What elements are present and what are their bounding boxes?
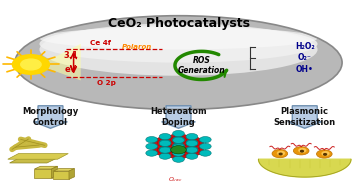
Polygon shape bbox=[258, 159, 351, 177]
Polygon shape bbox=[51, 166, 57, 178]
Text: CeO₂ Photocatalysts: CeO₂ Photocatalysts bbox=[107, 17, 250, 30]
Circle shape bbox=[173, 149, 184, 156]
Circle shape bbox=[186, 140, 198, 146]
Circle shape bbox=[171, 142, 186, 150]
Circle shape bbox=[277, 151, 285, 155]
Circle shape bbox=[159, 153, 171, 159]
Text: H₂O₂: H₂O₂ bbox=[295, 42, 315, 51]
Circle shape bbox=[322, 152, 329, 155]
Text: O₂⁻: O₂⁻ bbox=[298, 53, 312, 62]
Circle shape bbox=[173, 156, 184, 162]
Circle shape bbox=[200, 143, 211, 149]
Circle shape bbox=[173, 136, 184, 143]
Circle shape bbox=[184, 139, 200, 147]
Circle shape bbox=[184, 146, 200, 154]
Ellipse shape bbox=[15, 16, 342, 109]
Circle shape bbox=[173, 130, 184, 137]
Circle shape bbox=[21, 59, 41, 70]
Polygon shape bbox=[35, 166, 57, 169]
Text: 3.1: 3.1 bbox=[63, 51, 78, 60]
FancyArrow shape bbox=[162, 106, 195, 128]
Circle shape bbox=[157, 146, 173, 154]
Circle shape bbox=[146, 136, 157, 143]
FancyArrow shape bbox=[288, 106, 322, 128]
Circle shape bbox=[167, 134, 190, 146]
Polygon shape bbox=[35, 169, 51, 178]
Text: eV: eV bbox=[65, 65, 77, 74]
Text: OH•: OH• bbox=[296, 65, 314, 74]
Text: O 2p: O 2p bbox=[97, 80, 116, 86]
Text: Ce 4f: Ce 4f bbox=[90, 40, 111, 46]
Ellipse shape bbox=[40, 27, 317, 50]
Circle shape bbox=[154, 144, 177, 156]
Circle shape bbox=[180, 137, 203, 149]
Ellipse shape bbox=[40, 25, 317, 63]
Circle shape bbox=[154, 137, 177, 149]
Circle shape bbox=[159, 146, 171, 153]
Polygon shape bbox=[53, 169, 75, 171]
Polygon shape bbox=[47, 44, 81, 81]
Circle shape bbox=[200, 150, 211, 156]
Circle shape bbox=[173, 143, 184, 149]
Text: $O_{vac}$: $O_{vac}$ bbox=[168, 175, 182, 184]
Text: Polaron: Polaron bbox=[122, 44, 152, 50]
Circle shape bbox=[200, 136, 211, 143]
Text: Morphology
Control: Morphology Control bbox=[22, 107, 79, 127]
Circle shape bbox=[186, 140, 198, 146]
Circle shape bbox=[186, 133, 198, 140]
Circle shape bbox=[324, 154, 327, 155]
Polygon shape bbox=[69, 169, 75, 179]
Circle shape bbox=[272, 149, 288, 158]
Text: Heteroatom
Doping: Heteroatom Doping bbox=[150, 107, 207, 127]
Circle shape bbox=[186, 153, 198, 159]
Polygon shape bbox=[8, 154, 68, 159]
Ellipse shape bbox=[40, 23, 317, 76]
Circle shape bbox=[173, 144, 184, 150]
Circle shape bbox=[159, 147, 171, 153]
Circle shape bbox=[171, 149, 186, 157]
Circle shape bbox=[167, 147, 190, 159]
Circle shape bbox=[167, 140, 190, 152]
Circle shape bbox=[157, 139, 173, 147]
Circle shape bbox=[316, 150, 332, 158]
Circle shape bbox=[173, 137, 184, 143]
Circle shape bbox=[299, 149, 306, 152]
Circle shape bbox=[167, 140, 190, 153]
Circle shape bbox=[293, 147, 309, 155]
Circle shape bbox=[173, 143, 184, 149]
Polygon shape bbox=[53, 171, 69, 179]
Circle shape bbox=[159, 133, 171, 140]
Circle shape bbox=[171, 146, 186, 154]
Circle shape bbox=[146, 150, 157, 156]
Polygon shape bbox=[10, 159, 56, 163]
Circle shape bbox=[159, 140, 171, 146]
Circle shape bbox=[279, 153, 282, 155]
Circle shape bbox=[180, 144, 203, 156]
Text: ROS
Generation: ROS Generation bbox=[178, 56, 225, 75]
Circle shape bbox=[12, 55, 49, 74]
Circle shape bbox=[186, 146, 198, 153]
Circle shape bbox=[159, 140, 171, 146]
Text: Plasmonic
Sensitization: Plasmonic Sensitization bbox=[274, 107, 336, 127]
Circle shape bbox=[186, 147, 198, 153]
Circle shape bbox=[171, 143, 186, 151]
Circle shape bbox=[171, 136, 186, 144]
Circle shape bbox=[173, 150, 184, 156]
Circle shape bbox=[301, 150, 303, 152]
Circle shape bbox=[146, 143, 157, 149]
FancyArrow shape bbox=[34, 106, 67, 128]
